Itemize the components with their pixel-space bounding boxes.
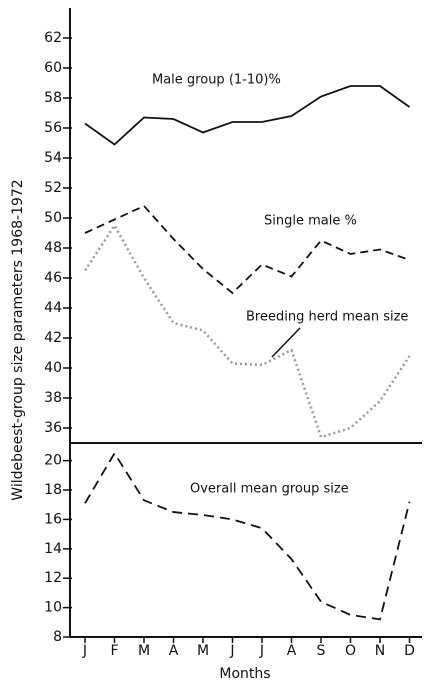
y-tick-label: 46 xyxy=(44,270,62,286)
x-tick-label: J xyxy=(259,643,264,659)
y-tick-label: 50 xyxy=(44,210,62,226)
x-tick-label: D xyxy=(404,643,415,659)
y-tick-label: 40 xyxy=(44,360,62,376)
y-tick-label: 20 xyxy=(44,453,62,469)
y-tick-label: 54 xyxy=(44,150,62,166)
leader-line xyxy=(271,327,301,358)
series-label: Overall mean group size xyxy=(190,482,349,497)
y-tick-label: 12 xyxy=(44,570,62,586)
y-tick-label: 44 xyxy=(44,300,62,316)
x-tick-label: N xyxy=(375,643,385,659)
y-tick-label: 18 xyxy=(44,482,62,498)
x-tick-label: M xyxy=(138,643,150,659)
series-line xyxy=(83,223,411,439)
x-tick-label: F xyxy=(110,643,118,659)
series-label: Breeding herd mean size xyxy=(246,310,408,325)
x-tick-label: S xyxy=(317,643,326,659)
x-axis-label: Months xyxy=(219,666,270,682)
x-tick-label: M xyxy=(197,643,209,659)
series-line xyxy=(84,451,411,621)
y-tick-label: 58 xyxy=(44,90,62,106)
y-tick-label: 42 xyxy=(44,330,62,346)
y-tick-label: 60 xyxy=(44,60,62,76)
x-tick-label: J xyxy=(229,643,234,659)
series-label: Male group (1-10)% xyxy=(152,73,281,88)
series-label: Single male % xyxy=(264,214,357,229)
x-tick-label: A xyxy=(287,643,297,659)
y-tick-label: 16 xyxy=(44,511,62,527)
y-axis-label: Wildebeest-group size parameters 1968-19… xyxy=(10,179,26,500)
y-tick-label: 56 xyxy=(44,120,62,136)
y-tick-label: 52 xyxy=(44,180,62,196)
y-tick-label: 62 xyxy=(44,30,62,46)
x-tick-label: J xyxy=(82,643,87,659)
series-line xyxy=(84,85,411,146)
y-tick-label: 48 xyxy=(44,240,62,256)
x-tick-label: A xyxy=(169,643,179,659)
y-tick-label: 14 xyxy=(44,541,62,557)
y-tick-label: 8 xyxy=(53,629,62,645)
y-tick-label: 10 xyxy=(44,600,62,616)
series-line xyxy=(84,204,410,295)
x-tick-label: O xyxy=(345,643,356,659)
y-tick-label: 36 xyxy=(44,420,62,436)
y-tick-label: 38 xyxy=(44,390,62,406)
